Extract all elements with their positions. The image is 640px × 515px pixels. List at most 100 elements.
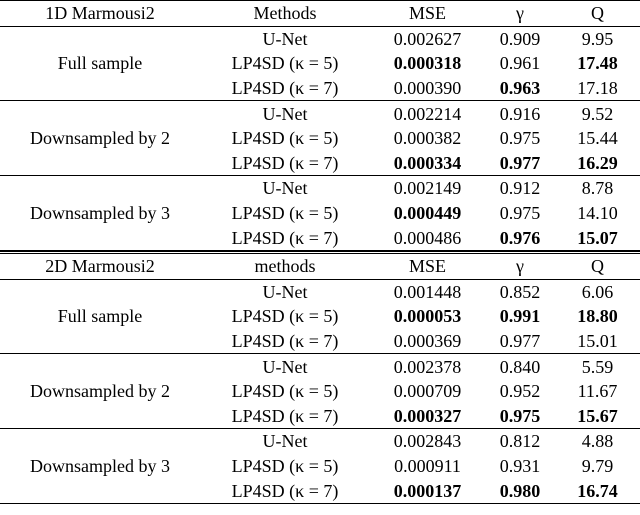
method-cell: LP4SD (κ = 7) bbox=[231, 152, 339, 173]
header-cell: 2D Marmousi2 bbox=[0, 251, 200, 280]
group-label: Downsampled by 3 bbox=[0, 428, 200, 504]
header-cell: MSE bbox=[370, 251, 485, 280]
data-row: Full sample U-Net 0.002627 0.909 9.95 bbox=[0, 26, 640, 73]
value-cell: 0.852 bbox=[499, 281, 541, 302]
method-cell: LP4SD (κ = 7) bbox=[231, 78, 339, 99]
method-cell: U-Net bbox=[200, 100, 370, 126]
method-cell: LP4SD (κ = 5) bbox=[231, 53, 339, 74]
value-cell: 0.000709 bbox=[393, 381, 462, 402]
data-row: Downsampled by 3 U-Net 0.002843 0.812 4.88 bbox=[0, 428, 640, 504]
value-cell: 0.000327 bbox=[393, 405, 462, 426]
value-cell: 0.002149 bbox=[370, 175, 485, 201]
value-cell: 0.002378 bbox=[370, 353, 485, 379]
value-cell: 14.10 bbox=[577, 203, 618, 224]
method-cell: U-Net bbox=[262, 28, 308, 49]
group-label: Downsampled by 2 bbox=[0, 353, 200, 429]
value-cell: 0.000369 bbox=[393, 331, 462, 352]
value-cell: 0.000053 bbox=[393, 306, 462, 327]
data-row: LP4SD (κ = 5) 0.000053 0.991 18.80 bbox=[0, 304, 640, 329]
value-cell: 0.975 bbox=[499, 128, 541, 149]
value-cell: 0.000486 bbox=[393, 227, 462, 248]
value-cell: 9.52 bbox=[555, 100, 640, 126]
value-cell: 0.952 bbox=[499, 381, 541, 402]
data-row: LP4SD (κ = 7) 0.000369 0.977 15.01 bbox=[0, 329, 640, 354]
value-cell: 15.07 bbox=[577, 227, 618, 248]
value-cell: 17.48 bbox=[577, 53, 618, 74]
method-cell: LP4SD (κ = 5) bbox=[231, 381, 339, 402]
method-cell: LP4SD (κ = 7) bbox=[231, 331, 339, 352]
value-cell: 0.002843 bbox=[370, 428, 485, 454]
group-label: Full sample bbox=[57, 306, 143, 327]
group-label: Downsampled by 3 bbox=[0, 175, 200, 251]
data-row: LP4SD (κ = 5) 0.000709 0.952 11.67 bbox=[0, 379, 640, 404]
data-row: LP4SD (κ = 5) 0.000318 0.961 17.48 bbox=[0, 51, 640, 76]
header-cell: Q bbox=[555, 0, 640, 27]
header-cell: Methods bbox=[200, 0, 370, 27]
value-cell: 16.74 bbox=[577, 480, 618, 501]
value-cell: 0.909 bbox=[499, 28, 541, 49]
value-cell: 0.000382 bbox=[393, 128, 462, 149]
data-row: LP4SD (κ = 5) 0.000449 0.975 14.10 bbox=[0, 201, 640, 226]
value-cell: 0.991 bbox=[499, 306, 541, 327]
value-cell: 0.000911 bbox=[394, 455, 461, 476]
header-cell: γ bbox=[485, 0, 555, 27]
data-row: Downsampled by 2 U-Net 0.002214 0.916 9.52 bbox=[0, 100, 640, 176]
data-row: Full sample U-Net 0.001448 0.852 6.06 bbox=[0, 279, 640, 326]
value-cell: 11.67 bbox=[577, 381, 618, 402]
group-label: Full sample bbox=[57, 53, 143, 74]
method-cell: LP4SD (κ = 7) bbox=[231, 227, 339, 248]
group-label: Downsampled by 2 bbox=[0, 100, 200, 176]
method-cell: LP4SD (κ = 5) bbox=[231, 128, 339, 149]
header-row: 2D Marmousi2 methods MSE γ Q bbox=[0, 251, 640, 280]
value-cell: 0.916 bbox=[485, 100, 555, 126]
value-cell: 4.88 bbox=[555, 428, 640, 454]
data-row: LP4SD (κ = 7) 0.000334 0.977 16.29 bbox=[0, 151, 640, 176]
header-cell: MSE bbox=[370, 0, 485, 27]
method-cell: LP4SD (κ = 5) bbox=[231, 306, 339, 327]
value-cell: 0.977 bbox=[499, 152, 541, 173]
header-cell: Q bbox=[555, 251, 640, 280]
method-cell: U-Net bbox=[262, 281, 308, 302]
value-cell: 0.963 bbox=[499, 78, 541, 99]
method-cell: LP4SD (κ = 5) bbox=[231, 203, 339, 224]
method-cell: U-Net bbox=[200, 353, 370, 379]
value-cell: 0.931 bbox=[499, 455, 541, 476]
header-cell: γ bbox=[485, 251, 555, 280]
data-row: LP4SD (κ = 7) 0.000137 0.980 16.74 bbox=[0, 478, 640, 503]
value-cell: 0.002214 bbox=[370, 100, 485, 126]
data-row: Downsampled by 2 U-Net 0.002378 0.840 5.59 bbox=[0, 353, 640, 429]
value-cell: 15.01 bbox=[577, 331, 618, 352]
value-cell: 0.975 bbox=[499, 203, 541, 224]
value-cell: 8.78 bbox=[555, 175, 640, 201]
method-cell: U-Net bbox=[200, 428, 370, 454]
header-row: 1D Marmousi2 Methods MSE γ Q bbox=[0, 0, 640, 27]
value-cell: 0.912 bbox=[485, 175, 555, 201]
value-cell: 0.840 bbox=[485, 353, 555, 379]
data-row: Downsampled by 3 U-Net 0.002149 0.912 8.78 bbox=[0, 175, 640, 251]
method-cell: LP4SD (κ = 5) bbox=[231, 455, 339, 476]
value-cell: 9.79 bbox=[581, 455, 614, 476]
value-cell: 0.961 bbox=[499, 53, 541, 74]
value-cell: 0.980 bbox=[499, 480, 541, 501]
results-table: 2D Marmousi2 methods MSE γ Q Full sample U-Net… bbox=[0, 250, 640, 504]
method-cell: LP4SD (κ = 7) bbox=[231, 405, 339, 426]
value-cell: 6.06 bbox=[581, 281, 614, 302]
value-cell: 17.18 bbox=[577, 78, 618, 99]
data-row: LP4SD (κ = 7) 0.000486 0.976 15.07 bbox=[0, 225, 640, 250]
value-cell: 0.000334 bbox=[393, 152, 462, 173]
value-cell: 0.000390 bbox=[393, 78, 462, 99]
value-cell: 0.977 bbox=[499, 331, 541, 352]
value-cell: 9.95 bbox=[581, 28, 614, 49]
value-cell: 0.002627 bbox=[393, 28, 462, 49]
data-row: LP4SD (κ = 5) 0.000382 0.975 15.44 bbox=[0, 126, 640, 151]
value-cell: 0.000137 bbox=[393, 480, 462, 501]
value-cell: 5.59 bbox=[555, 353, 640, 379]
data-row: LP4SD (κ = 7) 0.000327 0.975 15.67 bbox=[0, 404, 640, 429]
header-cell: methods bbox=[200, 251, 370, 280]
data-row: LP4SD (κ = 7) 0.000390 0.963 17.18 bbox=[0, 76, 640, 101]
value-cell: 15.44 bbox=[577, 128, 618, 149]
value-cell: 0.975 bbox=[499, 405, 541, 426]
value-cell: 18.80 bbox=[577, 306, 618, 327]
value-cell: 0.000318 bbox=[393, 53, 462, 74]
